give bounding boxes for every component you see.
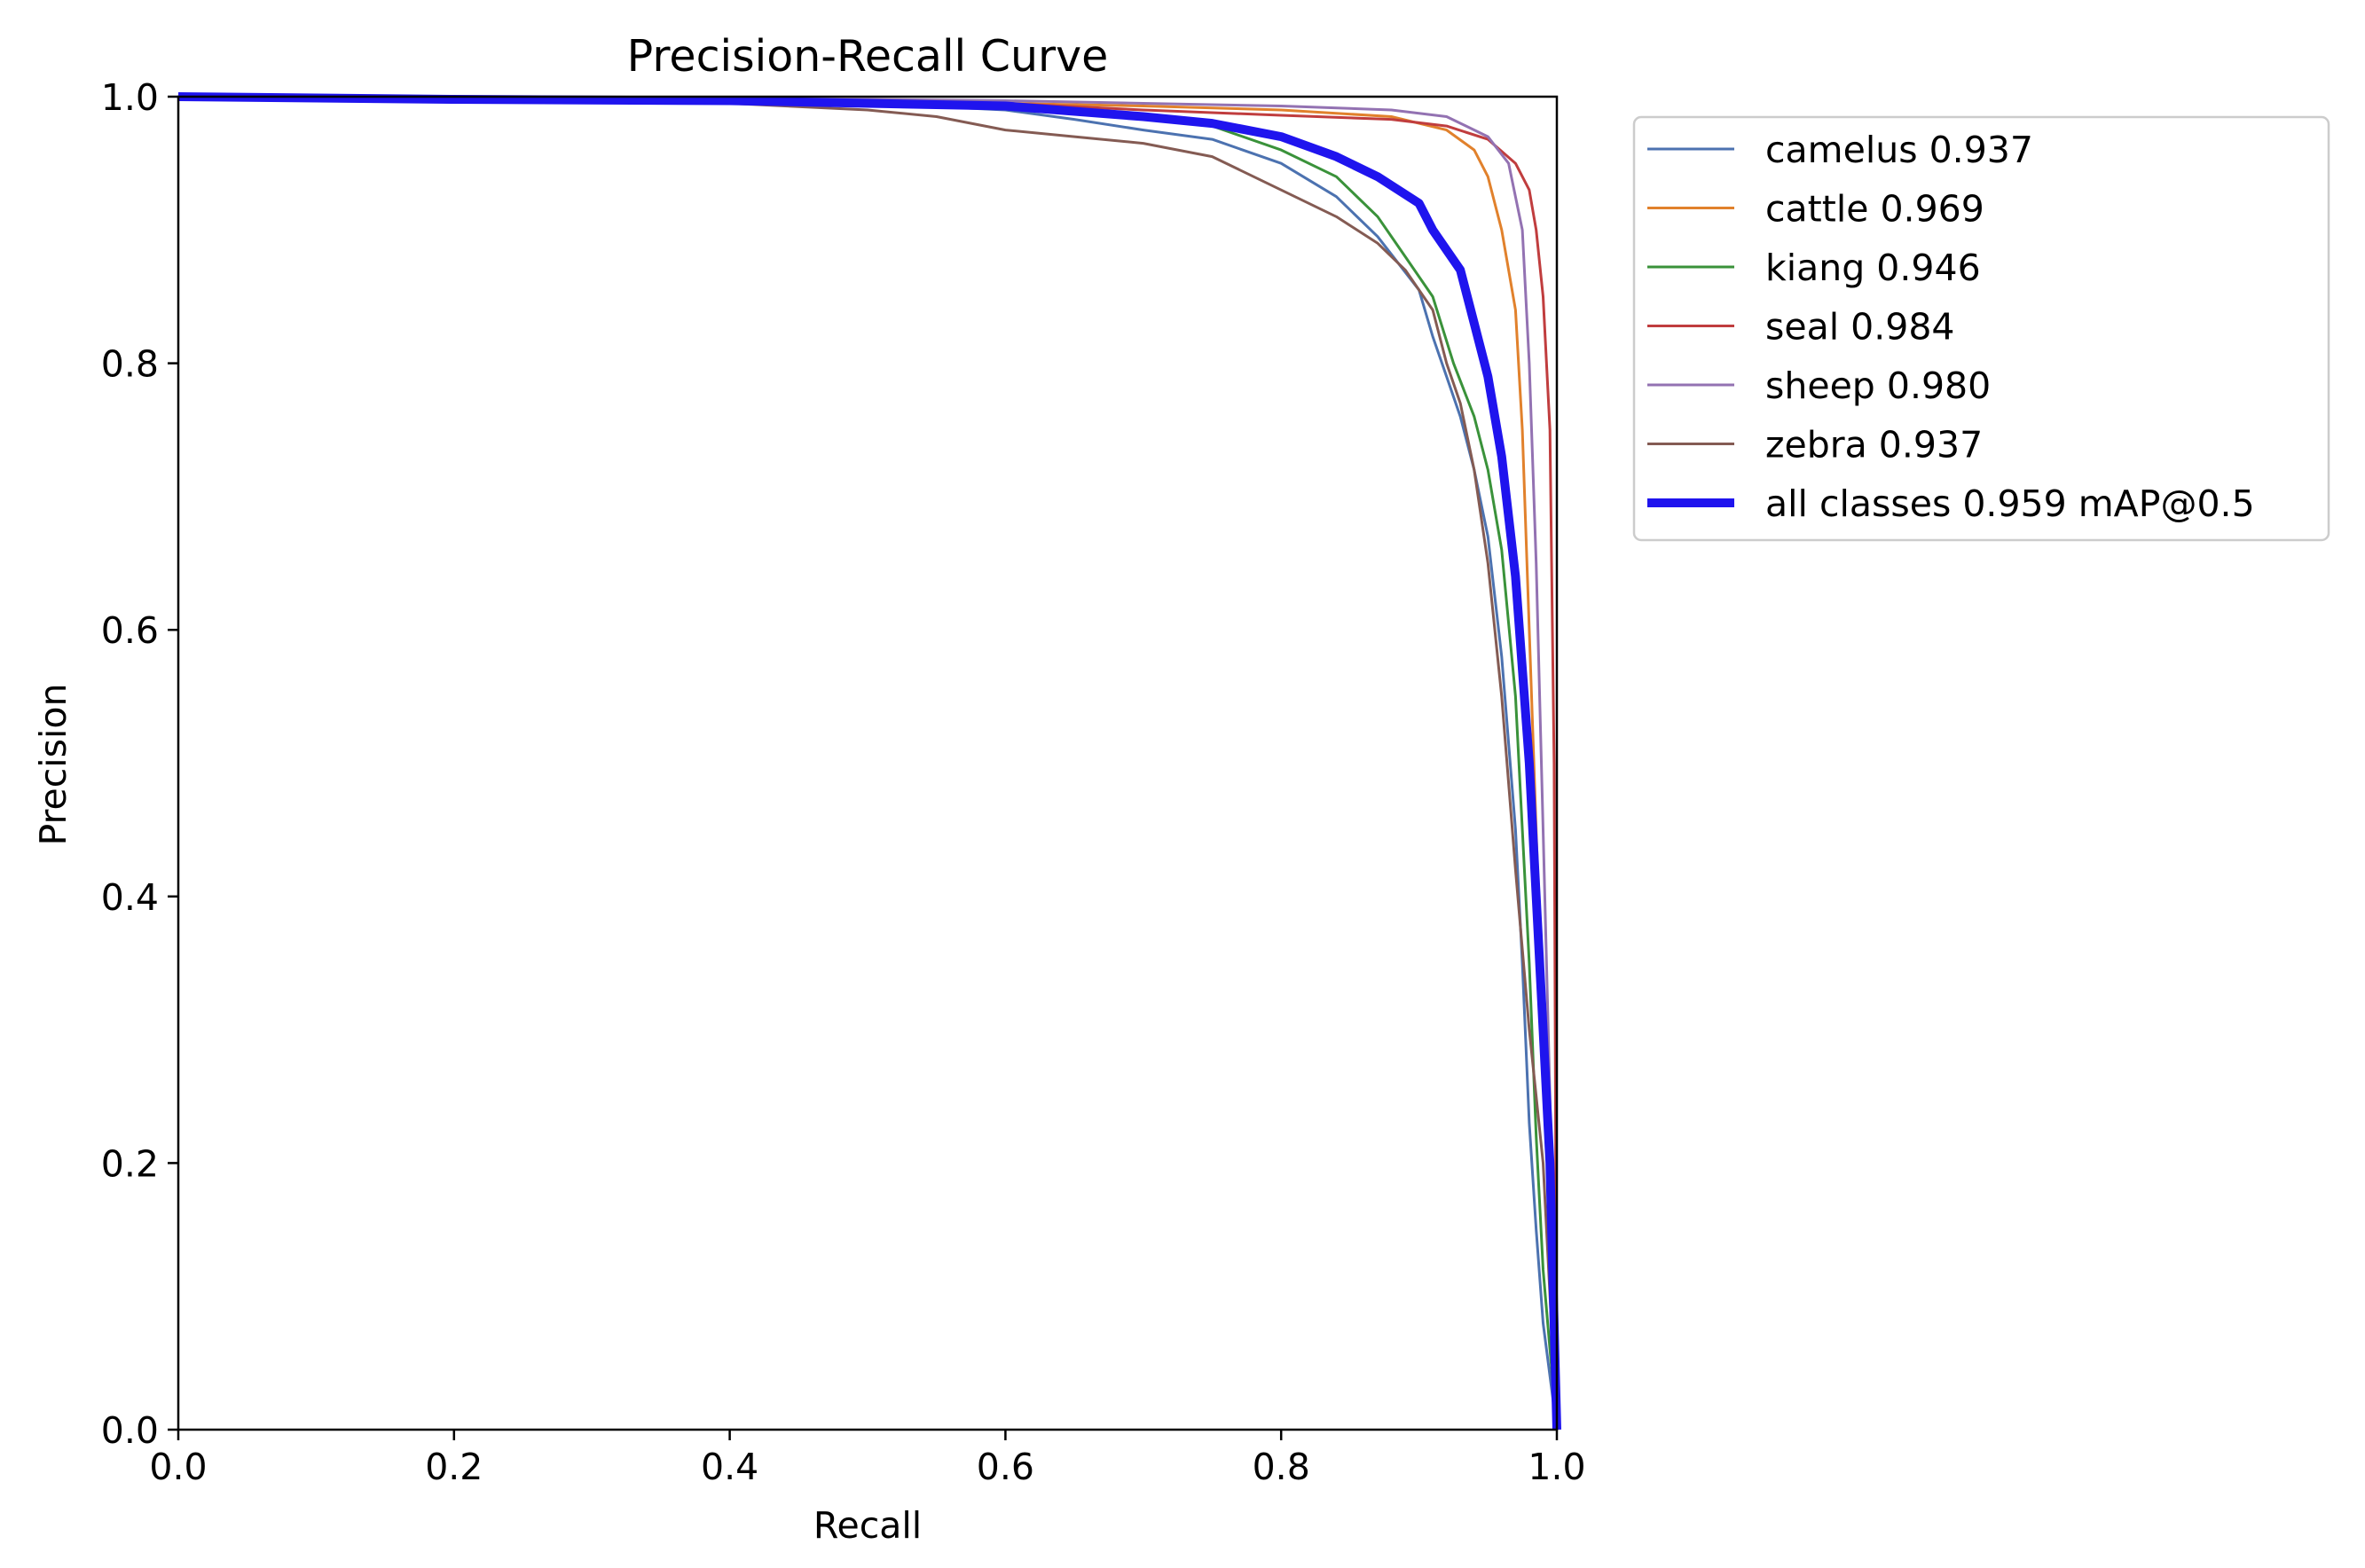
y-tick-label: 1.0 xyxy=(101,76,159,119)
series-line-cattle xyxy=(177,95,1559,1431)
plot-frame xyxy=(177,95,1559,1431)
series-line-all-classes xyxy=(177,92,1561,1431)
legend-label-sheep: sheep 0.980 xyxy=(1765,365,1991,407)
y-tick-label: 0.4 xyxy=(101,876,159,919)
series-line-camelus xyxy=(177,95,1559,1431)
legend-entries: camelus 0.937 cattle 0.969 kiang 0.946 seal… xyxy=(1647,129,2255,525)
series-line-seal xyxy=(177,95,1559,1431)
legend-label-zebra: zebra 0.937 xyxy=(1765,424,1983,466)
x-tick-label: 0.8 xyxy=(1253,1446,1310,1488)
legend-label-all-classes: all classes 0.959 mAP@0.5 xyxy=(1765,482,2255,525)
series-line-kiang xyxy=(177,95,1559,1431)
y-tick-label: 0.2 xyxy=(101,1142,159,1185)
x-tick-label: 0.4 xyxy=(701,1446,758,1488)
legend-label-camelus: camelus 0.937 xyxy=(1765,129,2033,171)
series-line-sheep xyxy=(177,95,1559,1431)
legend-box xyxy=(1632,115,2330,542)
legend: camelus 0.937 cattle 0.969 kiang 0.946 seal… xyxy=(1632,115,2330,542)
x-tick-label: 1.0 xyxy=(1528,1446,1585,1488)
x-axis-ticks: 0.0 0.2 0.4 0.6 0.8 1.0 xyxy=(149,1430,1586,1488)
series-layer xyxy=(177,92,1561,1431)
y-tick-label: 0.6 xyxy=(101,609,159,652)
x-tick-label: 0.0 xyxy=(149,1446,207,1488)
y-tick-label: 0.8 xyxy=(101,343,159,386)
series-line-zebra xyxy=(177,95,1559,1431)
x-tick-label: 0.6 xyxy=(977,1446,1034,1488)
y-tick-label: 0.0 xyxy=(101,1409,159,1452)
legend-label-seal: seal 0.984 xyxy=(1765,306,1955,349)
legend-label-cattle: cattle 0.969 xyxy=(1765,188,1984,231)
legend-label-kiang: kiang 0.946 xyxy=(1765,247,1981,289)
y-axis-ticks: 0.0 0.2 0.4 0.6 0.8 1.0 xyxy=(101,76,178,1452)
y-axis-label: Precision xyxy=(32,684,75,846)
chart-title: Precision-Recall Curve xyxy=(627,31,1109,82)
x-axis-label: Recall xyxy=(813,1504,922,1547)
x-tick-label: 0.2 xyxy=(425,1446,483,1488)
